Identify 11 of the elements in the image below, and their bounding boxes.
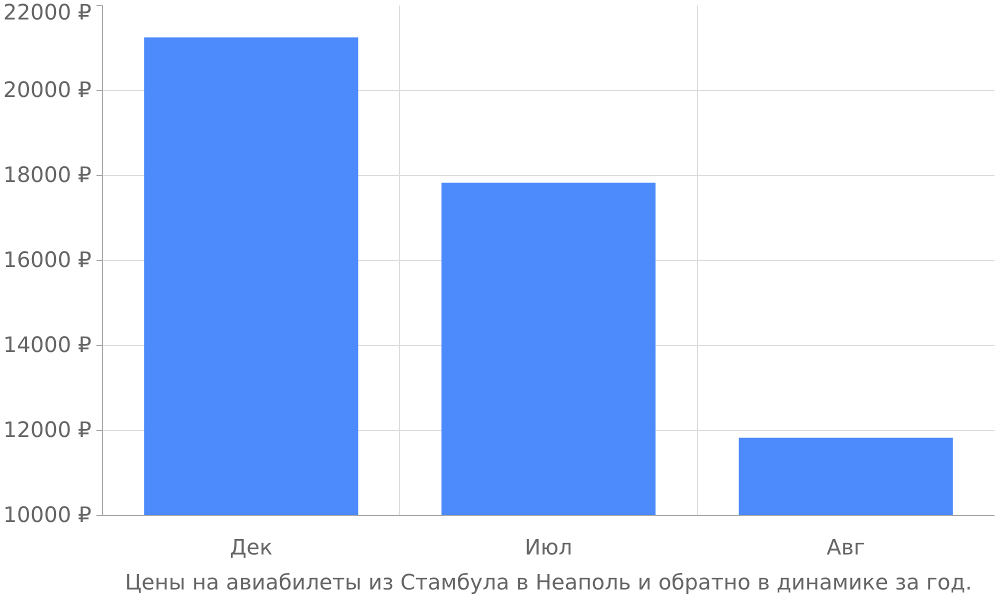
y-tick-label: 16000 ₽ bbox=[3, 248, 92, 273]
y-tick-label: 18000 ₽ bbox=[3, 163, 92, 188]
x-tick-label: Июл bbox=[524, 536, 572, 560]
x-tick-label: Авг bbox=[826, 536, 866, 560]
y-tick-label: 12000 ₽ bbox=[3, 418, 92, 443]
y-tick-label: 22000 ₽ bbox=[3, 0, 92, 26]
text: Цены на авиабилеты из Стамбула в Неаполь и обратно в динамике за год. bbox=[124, 570, 972, 596]
x-tick-label: Дек bbox=[230, 536, 273, 560]
y-tick-label: 14000 ₽ bbox=[3, 333, 92, 358]
y-tick-label: 20000 ₽ bbox=[3, 78, 92, 103]
y-tick-label: 10000 ₽ bbox=[3, 503, 92, 528]
